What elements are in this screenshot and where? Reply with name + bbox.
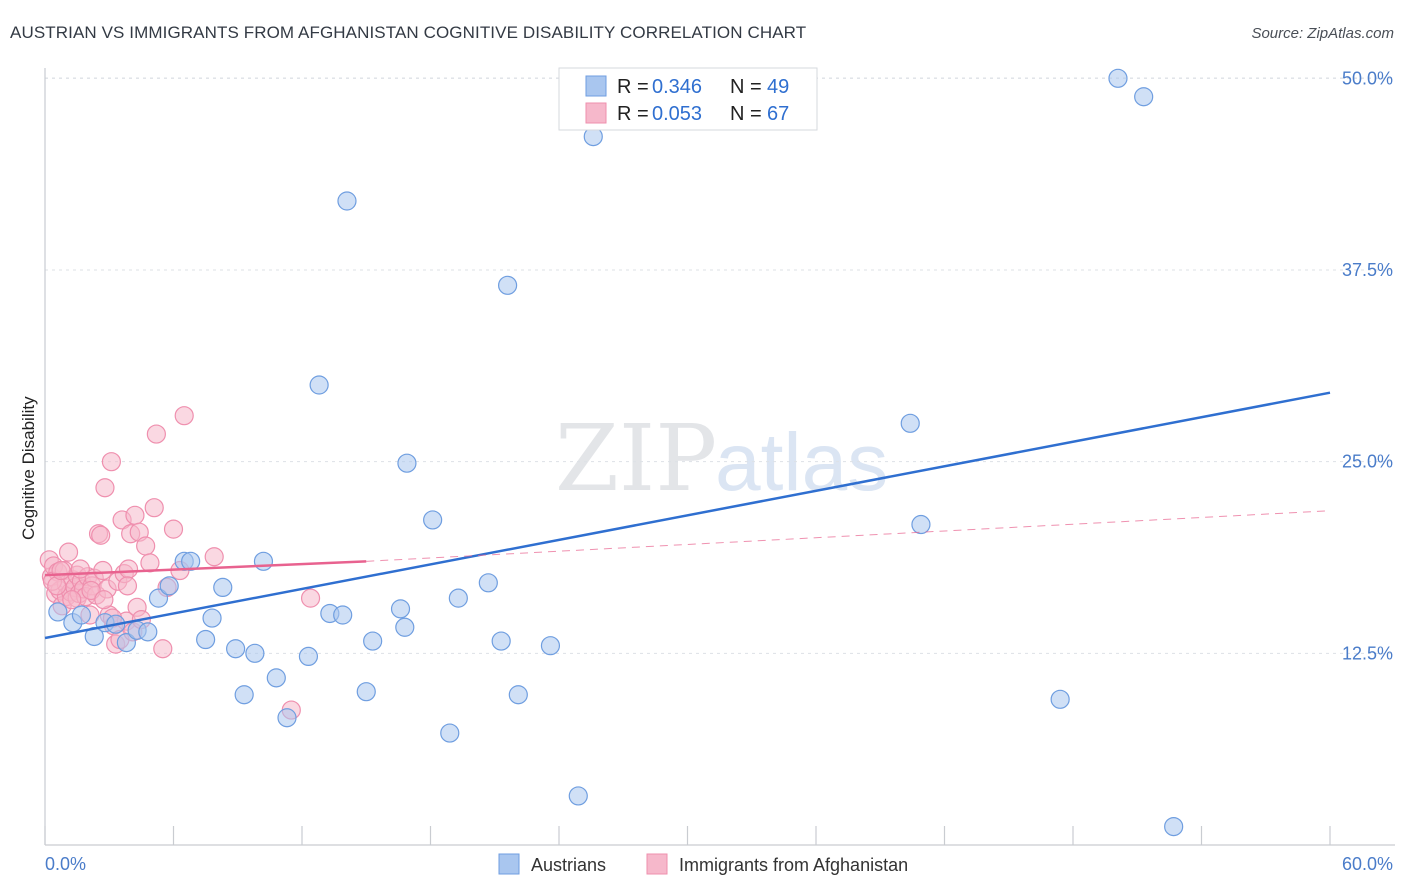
- austrian-point: [116, 632, 136, 653]
- austrian-point: [277, 708, 297, 728]
- austrian-point: [202, 608, 222, 628]
- y-tick-labels: 12.5% 25.0% 37.5% 50.0%: [1342, 68, 1393, 663]
- afghanistan-point: [94, 590, 114, 610]
- austrian-point: [138, 622, 158, 642]
- legend-n-value-1: 49: [767, 76, 789, 98]
- austrian-point: [491, 631, 511, 651]
- x-tick-label-min: 0.0%: [45, 854, 86, 874]
- y-tick-label: 25.0%: [1342, 452, 1393, 472]
- austrian-point: [1108, 68, 1128, 88]
- austrian-point: [356, 682, 376, 702]
- austrian-point: [508, 685, 528, 705]
- legend-n-label-1: N =: [730, 76, 762, 98]
- afghanistan-point: [117, 576, 138, 596]
- austrian-point: [48, 602, 68, 622]
- austrian-point: [196, 629, 216, 650]
- x-tick-label-max: 60.0%: [1342, 854, 1393, 874]
- afghanistan-point: [174, 406, 194, 426]
- austrian-point: [234, 685, 254, 705]
- trend-lines: [44, 391, 1331, 640]
- austrian-point: [423, 510, 443, 530]
- bottom-legend-label-austrians: Austrians: [531, 855, 606, 875]
- austrian-point: [226, 639, 246, 659]
- austrian-point: [568, 786, 588, 806]
- legend-r-value-2: 0.053: [652, 103, 702, 125]
- legend-n-value-2: 67: [767, 103, 789, 125]
- afghanistan-point: [51, 560, 71, 581]
- austrian-point: [1134, 87, 1154, 107]
- afghanistan-point: [91, 525, 111, 545]
- x-ticks: [44, 826, 1331, 845]
- afghanistan-point: [125, 505, 145, 525]
- afghanistan-point: [204, 547, 224, 567]
- afghanistan-point: [146, 424, 166, 444]
- afghanistan-point: [95, 478, 115, 498]
- y-tick-label: 37.5%: [1342, 260, 1393, 280]
- austrian-point: [298, 646, 319, 667]
- afghanistan-point: [144, 498, 164, 518]
- afghanistan-point: [118, 559, 139, 579]
- afghanistan-point: [70, 559, 90, 579]
- y-tick-label: 12.5%: [1342, 643, 1393, 663]
- afghanistan-point: [163, 519, 184, 539]
- austrian-point: [71, 605, 92, 625]
- austrian-point: [309, 375, 329, 395]
- austrian-point: [1050, 689, 1070, 709]
- correlation-legend: R = 0.346 N = 49 R = 0.053 N = 67: [558, 67, 818, 131]
- afghanistan-point: [62, 590, 82, 610]
- austrian-point: [478, 573, 498, 593]
- austrian-point: [337, 191, 357, 211]
- austrian-point: [159, 576, 179, 596]
- legend-r-value-1: 0.346: [652, 76, 702, 98]
- austrian-trend-line: [44, 391, 1331, 640]
- bottom-legend-label-afghanistan: Immigrants from Afghanistan: [679, 855, 908, 875]
- bottom-legend-swatch-austrians: [498, 853, 520, 875]
- afghanistan-point: [58, 542, 79, 562]
- austrian-point: [245, 643, 265, 663]
- legend-r-label-2: R =: [617, 103, 649, 125]
- legend-n-label-2: N =: [730, 103, 762, 125]
- austrian-point: [448, 588, 468, 608]
- afghanistan-point: [93, 560, 113, 581]
- austrian-point: [540, 636, 561, 656]
- afghanistan-trend-line: [44, 560, 367, 577]
- axes: [44, 68, 1395, 846]
- y-tick-label: 50.0%: [1342, 68, 1393, 88]
- austrian-point: [363, 631, 383, 651]
- austrian-point: [911, 514, 931, 535]
- austrian-point: [1164, 816, 1184, 837]
- series-legend: Austrians Immigrants from Afghanistan: [498, 853, 908, 875]
- afghanistan-point: [136, 536, 156, 556]
- austrian-point: [498, 275, 518, 295]
- legend-swatch-austrians: [585, 75, 607, 97]
- austrian-point: [440, 723, 460, 743]
- afghanistan-trend-extension: [366, 510, 1331, 562]
- austrian-point: [900, 413, 920, 433]
- austrian-point: [397, 453, 417, 473]
- austrian-point: [148, 588, 169, 608]
- legend-r-label-1: R =: [617, 76, 649, 98]
- watermark-zip: ZIP: [555, 405, 717, 512]
- legend-swatch-afghanistan: [585, 102, 607, 124]
- chart-title: AUSTRIAN VS IMMIGRANTS FROM AFGHANISTAN …: [10, 23, 807, 42]
- austrian-point: [390, 599, 411, 619]
- bottom-legend-swatch-afghanistan: [646, 853, 668, 875]
- austrian-point: [395, 617, 415, 637]
- y-axis-label: Cognitive Disability: [19, 396, 38, 540]
- austrian-point: [266, 668, 286, 688]
- afghanistan-point: [101, 452, 121, 472]
- source-credit: Source: ZipAtlas.com: [1251, 25, 1394, 42]
- afghanistan-point: [153, 639, 173, 659]
- austrian-point: [181, 551, 201, 571]
- austrian-point: [213, 577, 233, 598]
- afghanistan-point: [300, 588, 321, 608]
- austrian-point: [253, 551, 274, 571]
- austrian-point: [333, 605, 353, 625]
- austrian-points: [48, 68, 1184, 837]
